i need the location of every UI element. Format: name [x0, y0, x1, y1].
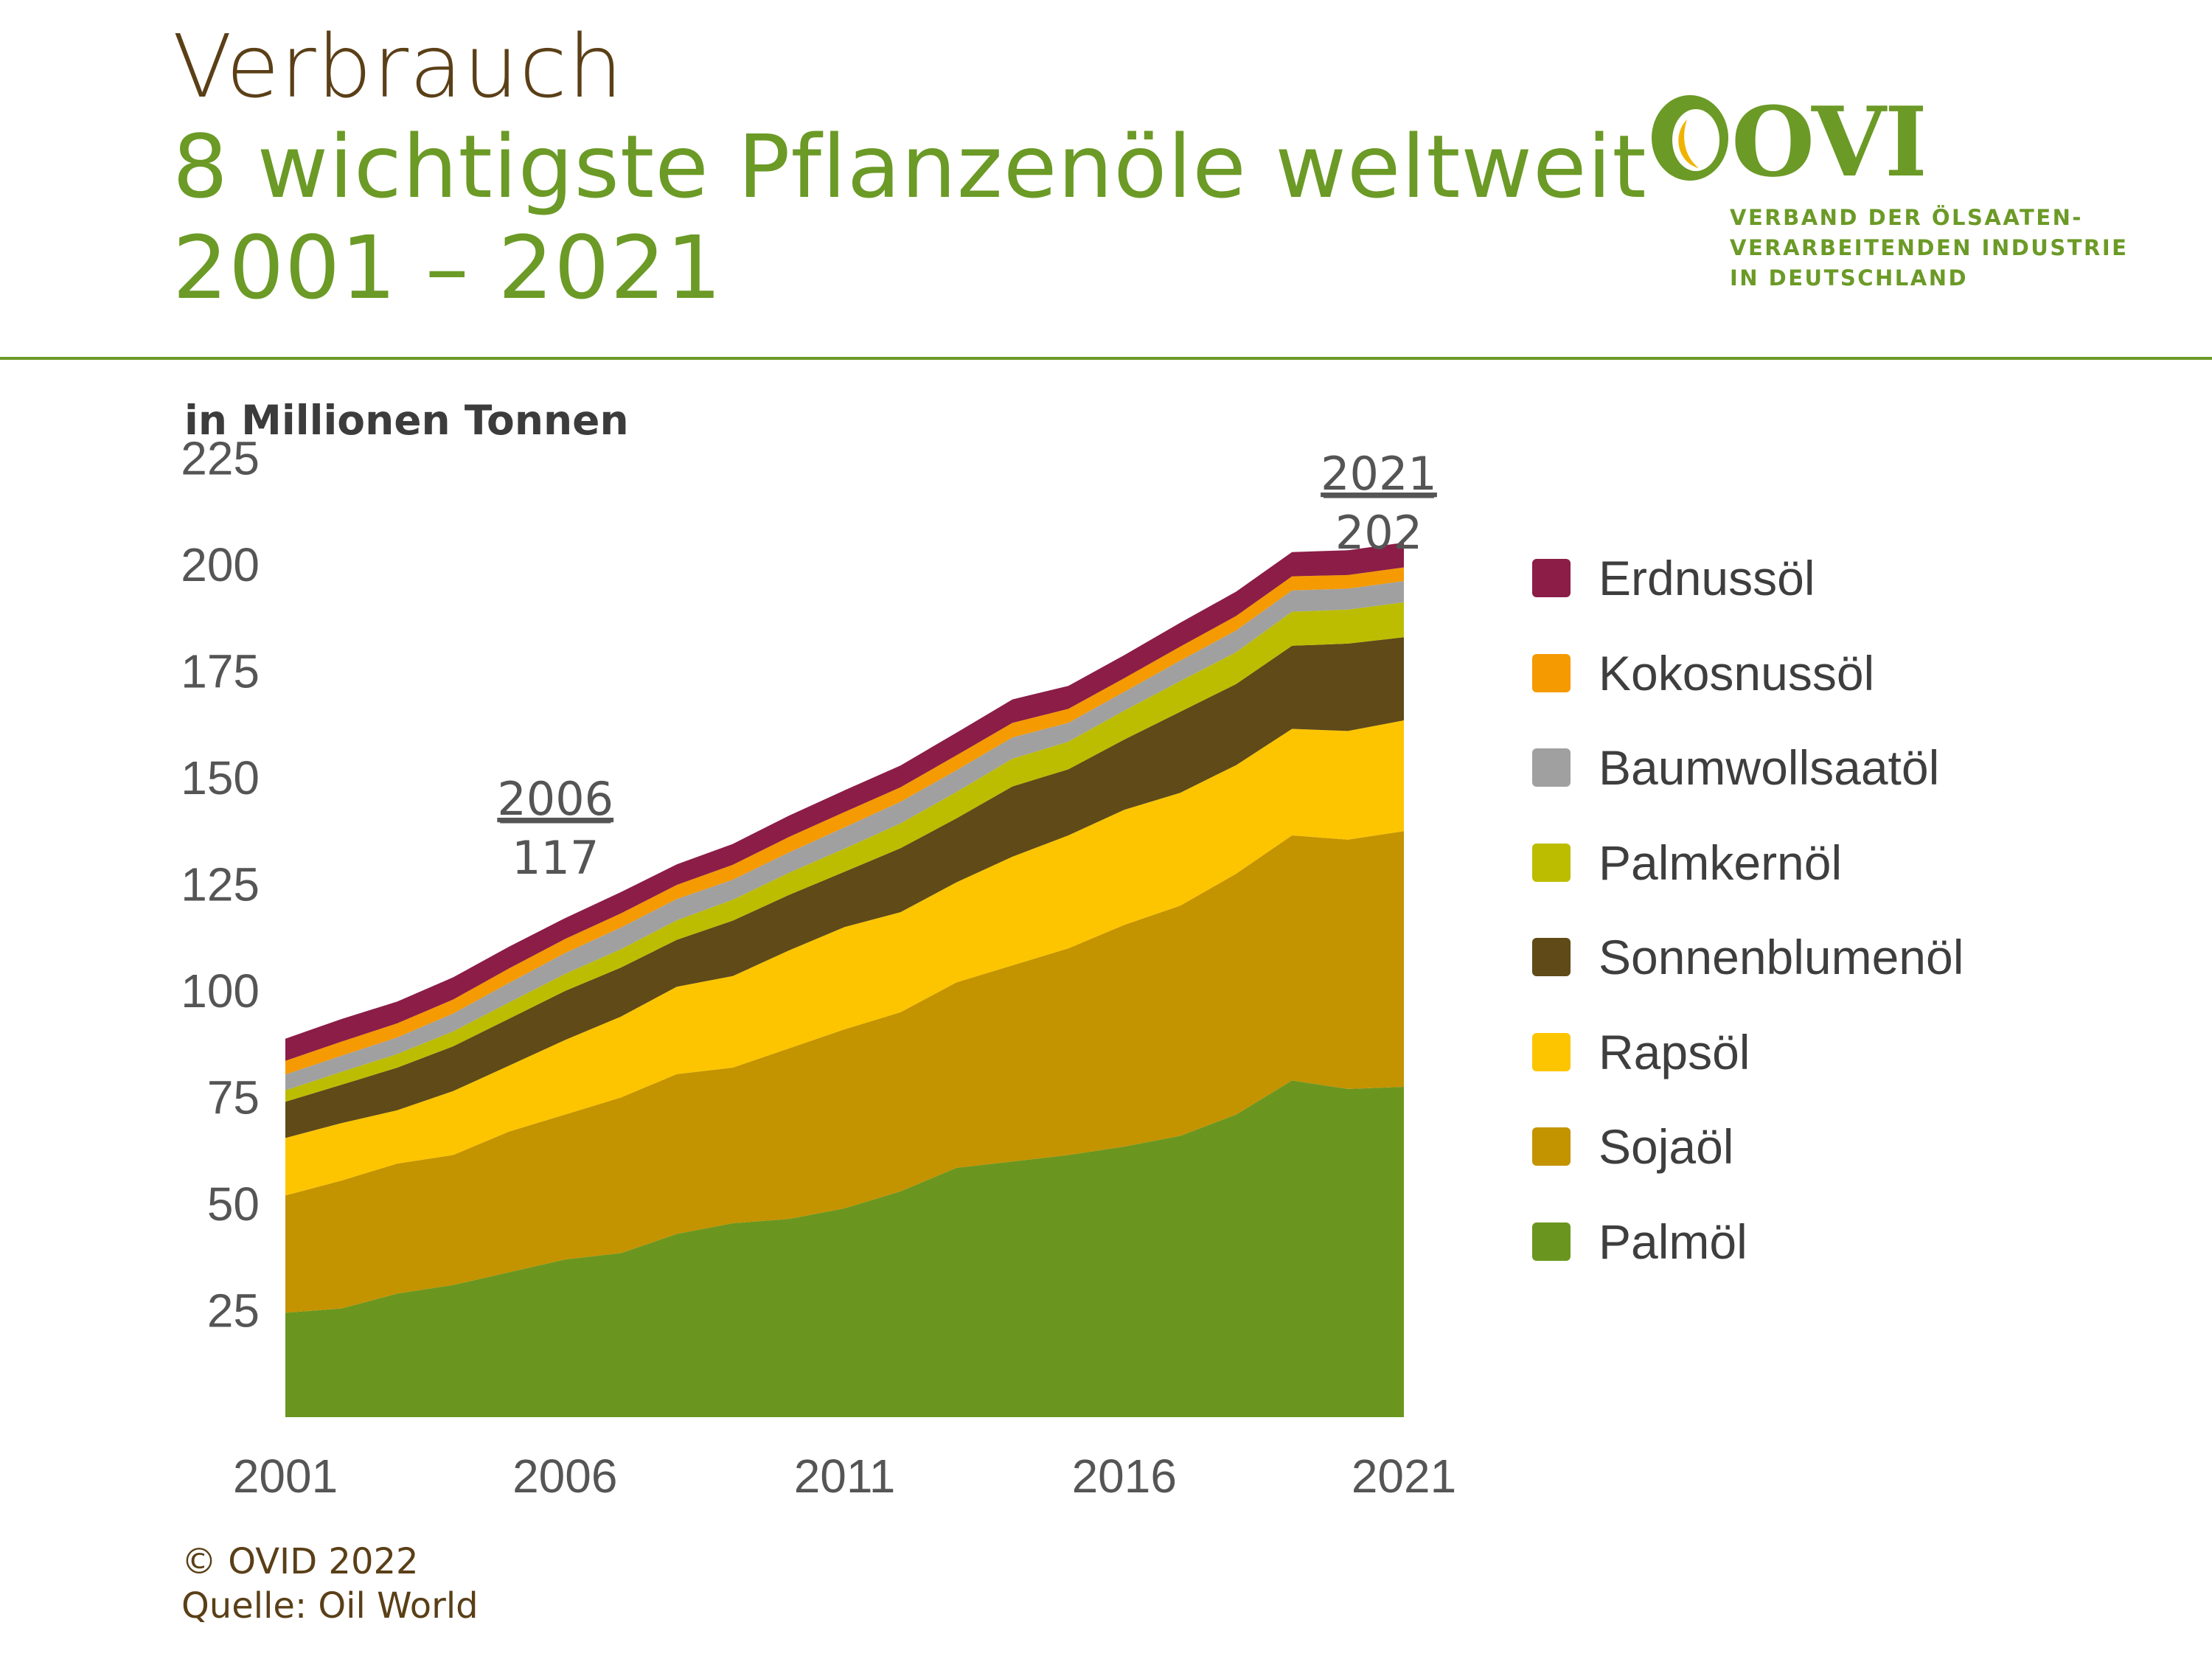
x-tick-label: 2021	[1352, 1450, 1456, 1503]
legend-item: Rapsöl	[1532, 1021, 2048, 1088]
legend-label: Kokosnussöl	[1599, 645, 1875, 700]
legend-item: Erdnussöl	[1532, 547, 2048, 613]
y-axis-ticks: 25 50 75 100 125 150 175 200 225	[181, 432, 260, 1338]
legend-item: Palmkernöl	[1532, 832, 2048, 898]
legend-label: Erdnussöl	[1599, 551, 1815, 605]
legend-label: Palmkernöl	[1599, 835, 1843, 890]
y-tick-label: 125	[181, 858, 260, 911]
y-tick-label: 150	[181, 751, 260, 804]
legend-item: Sojaöl	[1532, 1116, 2048, 1182]
area-series-4	[285, 602, 1404, 1102]
x-tick-label: 2006	[512, 1450, 617, 1503]
legend-item: Baumwollsaatöl	[1532, 737, 2048, 803]
area-series-6	[285, 567, 1404, 1075]
y-tick-label: 225	[181, 432, 260, 485]
x-tick-label: 2001	[233, 1450, 338, 1503]
area-series-1	[285, 831, 1404, 1313]
legend-item: Kokosnussöl	[1532, 642, 2048, 709]
y-tick-label: 200	[181, 538, 260, 591]
header-divider	[0, 357, 2212, 360]
y-tick-label: 25	[207, 1284, 260, 1338]
legend-label: Sonnenblumenöl	[1599, 930, 1964, 984]
logo-tagline-2: VERARBEITENDEN INDUSTRIE	[1730, 235, 2129, 260]
x-axis-ticks: 2001 2006 2011 2016 2021	[233, 1450, 1456, 1503]
annotation-year: 2021	[1321, 447, 1437, 501]
y-tick-label: 100	[181, 964, 260, 1018]
y-tick-label: 50	[207, 1178, 260, 1231]
copyright-text: © OVID 2022	[181, 1541, 419, 1582]
annotation-value: 202	[1335, 506, 1422, 560]
source-text: Quelle: Oil World	[181, 1585, 479, 1627]
legend-item: Sonnenblumenöl	[1532, 926, 2048, 992]
logo-wordmark: OVID	[1731, 88, 1923, 192]
legend-swatch	[1532, 1032, 1571, 1071]
logo-tagline-3: IN DEUTSCHLAND	[1730, 265, 1969, 291]
area-series-3	[285, 637, 1404, 1138]
legend-label: Baumwollsaatöl	[1599, 740, 1940, 795]
area-series-7	[285, 542, 1404, 1061]
logo-tagline-1: VERBAND DER ÖLSAATEN-	[1730, 205, 2083, 230]
area-series-0	[285, 1080, 1404, 1417]
legend-label: Sojaöl	[1599, 1119, 1734, 1174]
legend-swatch	[1532, 748, 1571, 787]
area-series-2	[285, 720, 1404, 1196]
legend-swatch	[1532, 938, 1571, 976]
legend-label: Palmöl	[1599, 1214, 1747, 1269]
chart-title: Verbrauch	[173, 15, 624, 117]
x-tick-label: 2016	[1072, 1450, 1177, 1503]
legend-swatch	[1532, 653, 1571, 692]
legend-swatch	[1532, 843, 1571, 882]
legend-swatch	[1532, 1222, 1571, 1261]
chart-period: 2001 – 2021	[173, 217, 723, 319]
legend-swatch	[1532, 1127, 1571, 1166]
legend-item: Palmöl	[1532, 1211, 2048, 1277]
area-layers	[285, 542, 1404, 1417]
ovid-logo: OVID	[1652, 88, 1923, 192]
annotation-value: 117	[512, 831, 599, 885]
area-series-5	[285, 581, 1404, 1091]
y-tick-label: 175	[181, 645, 260, 698]
annotation-year: 2006	[497, 772, 613, 826]
y-axis-unit-label: in Millionen Tonnen	[184, 397, 629, 444]
logo-drop-icon	[1678, 119, 1699, 168]
chart-subtitle: 8 wichtigste Pflanzenöle weltweit	[173, 116, 1647, 218]
legend-swatch	[1532, 559, 1571, 597]
x-tick-label: 2011	[794, 1450, 896, 1503]
y-tick-label: 75	[207, 1071, 260, 1124]
legend-label: Rapsöl	[1599, 1024, 1750, 1079]
